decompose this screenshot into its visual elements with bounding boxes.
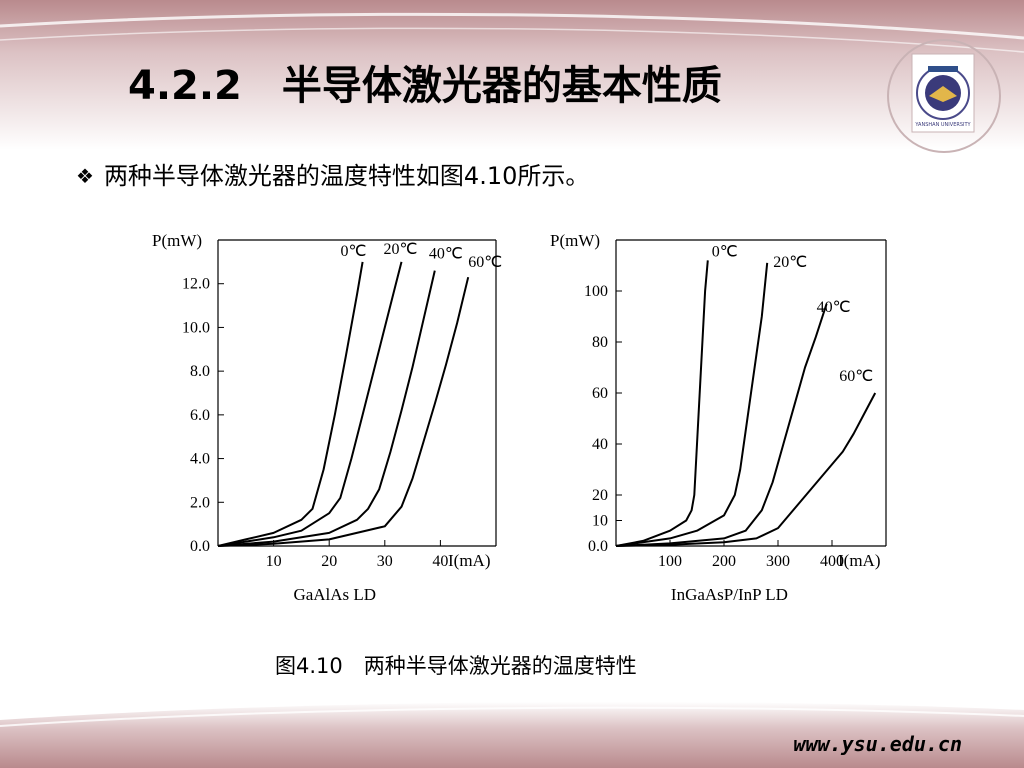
university-logo: YANSHAN UNIVERSITY [887, 39, 1001, 153]
series-label: 60℃ [839, 368, 873, 385]
x-axis-label: I(mA) [448, 551, 490, 570]
series-label: 60℃ [468, 254, 502, 271]
figure-caption: 图4.10 两种半导体激光器的温度特性 [275, 654, 637, 678]
x-tick-label: 40 [432, 553, 448, 570]
series-label: 20℃ [383, 241, 417, 258]
footer-band [0, 701, 1024, 768]
y-tick-label: 2.0 [190, 494, 210, 511]
y-tick-label: 4.0 [190, 451, 210, 468]
series-line [217, 276, 470, 547]
series-label: 0℃ [341, 243, 367, 260]
bullet-text: 两种半导体激光器的温度特性如图4.10所示。 [103, 162, 590, 190]
x-tick-label: 30 [377, 553, 393, 570]
y-tick-label: 20 [592, 487, 608, 504]
header-band [0, 0, 1024, 150]
y-tick-label: 8.0 [190, 363, 210, 380]
diamond-bullet-icon: ❖ [76, 164, 94, 188]
x-axis-label: I(mA) [838, 551, 880, 570]
ingaasp-chart: 0.0 10 20 40 60 80 100 100 200 300 400 P(mW) I(mA) In… [550, 231, 887, 604]
x-tick-label: 400 [820, 553, 844, 570]
y-tick-label: 12.0 [182, 276, 210, 293]
x-tick-label: 100 [658, 553, 682, 570]
y-tick-label: 0.0 [588, 538, 608, 555]
x-tick-label: 300 [766, 553, 790, 570]
y-tick-label: 10.0 [182, 319, 210, 336]
footer-url: www.ysu.edu.cn [793, 732, 962, 756]
x-tick-label: 200 [712, 553, 736, 570]
chart-title: InGaAsP/InP LD [671, 585, 788, 604]
series-line [615, 262, 769, 547]
y-tick-label: 80 [592, 334, 608, 351]
y-tick-label: 0.0 [190, 538, 210, 555]
series-line [615, 260, 709, 547]
y-tick-label: 10 [592, 513, 608, 530]
series-label: 40℃ [817, 299, 851, 316]
series-label: 0℃ [712, 243, 738, 260]
y-tick-label: 60 [592, 385, 608, 402]
series-line [217, 261, 364, 547]
bullet-line: ❖ 两种半导体激光器的温度特性如图4.10所示。 [76, 158, 589, 194]
series-line [217, 270, 436, 547]
y-axis-label: P(mW) [152, 231, 202, 250]
slide-title: 4.2.2 半导体激光器的基本性质 [128, 63, 722, 109]
x-tick-label: 10 [266, 553, 282, 570]
series-line [615, 392, 877, 547]
x-tick-label: 20 [321, 553, 337, 570]
chart-title: GaAlAs LD [293, 585, 376, 604]
y-tick-label: 6.0 [190, 407, 210, 424]
y-tick-label: 100 [584, 283, 608, 300]
gaalas-chart: 0.0 2.0 4.0 6.0 8.0 10.0 12.0 10 20 30 40 P(mW) I(mA… [152, 231, 502, 604]
y-tick-label: 40 [592, 436, 608, 453]
series-label: 40℃ [429, 246, 463, 263]
logo-text: YANSHAN UNIVERSITY [914, 122, 971, 128]
series-line [217, 261, 403, 547]
y-axis-label: P(mW) [550, 231, 600, 250]
series-line [615, 303, 828, 547]
series-label: 20℃ [773, 254, 807, 271]
